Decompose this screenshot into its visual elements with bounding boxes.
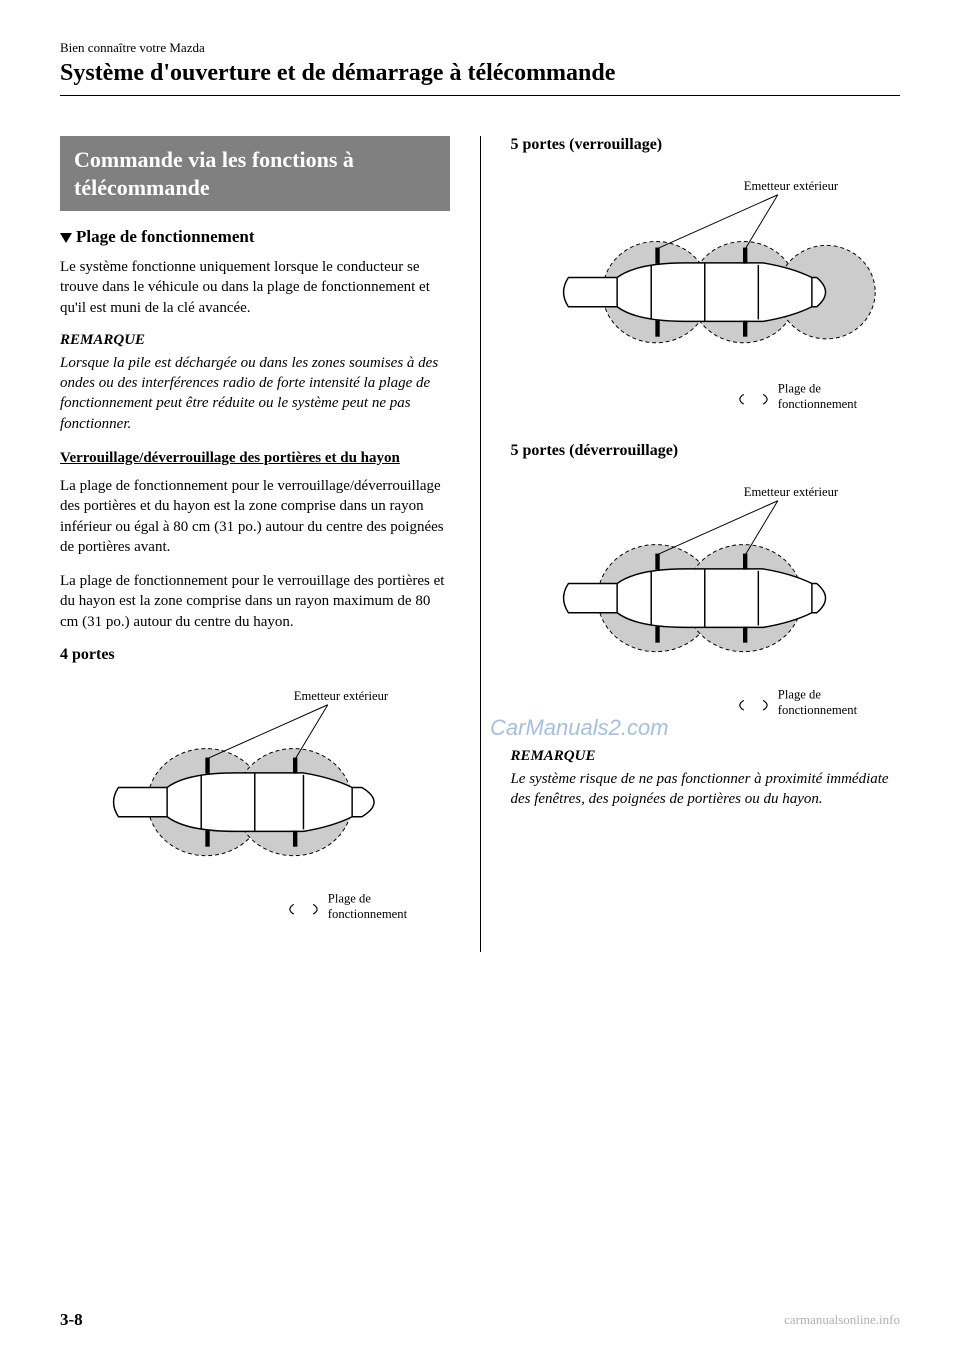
svg-text:fonctionnement: fonctionnement xyxy=(778,703,858,717)
label-4-portes: 4 portes xyxy=(60,646,450,664)
left-column: Commande via les fonctions à télécommand… xyxy=(60,136,450,952)
svg-text:Emetteur extérieur: Emetteur extérieur xyxy=(744,485,839,499)
diagram-4-portes: Emetteur extérieur Plage de fonctionneme… xyxy=(60,672,450,942)
header-large: Système d'ouverture et de démarrage à té… xyxy=(60,60,900,87)
footer-url: carmanualsonline.info xyxy=(784,1312,900,1328)
paragraph-3: La plage de fonctionnement pour le verro… xyxy=(60,571,450,632)
subheading-range: Plage de fonctionnement xyxy=(60,227,450,247)
svg-text:Emetteur extérieur: Emetteur extérieur xyxy=(294,689,389,703)
header-rule xyxy=(60,95,900,96)
underline-heading: Verrouillage/déverrouillage des portière… xyxy=(60,448,450,468)
svg-text:Plage de: Plage de xyxy=(328,891,372,905)
label-5-portes-unlock: 5 portes (déverrouillage) xyxy=(510,442,900,460)
remarque-body-1: Lorsque la pile est déchargée ou dans le… xyxy=(60,353,450,434)
header-small: Bien connaître votre Mazda xyxy=(60,40,900,56)
page-number: 3-8 xyxy=(60,1310,83,1330)
triangle-icon xyxy=(60,233,72,243)
column-divider xyxy=(480,136,481,952)
paragraph-2: La plage de fonctionnement pour le verro… xyxy=(60,476,450,557)
right-column: 5 portes (verrouillage) xyxy=(510,136,900,952)
remarque-body-2: Le système risque de ne pas fonctionner … xyxy=(510,769,900,810)
paragraph-1: Le système fonctionne uniquement lorsque… xyxy=(60,257,450,318)
svg-text:Emetteur extérieur: Emetteur extérieur xyxy=(744,179,839,193)
footer: 3-8 carmanualsonline.info xyxy=(60,1310,900,1330)
subheading-range-text: Plage de fonctionnement xyxy=(76,227,254,246)
content-columns: Commande via les fonctions à télécommand… xyxy=(60,136,900,952)
svg-text:fonctionnement: fonctionnement xyxy=(778,397,858,411)
label-5-portes-lock: 5 portes (verrouillage) xyxy=(510,136,900,154)
diagram-5-portes-unlock: Emetteur extérieur Plage de fonctionneme… xyxy=(510,468,900,738)
svg-text:fonctionnement: fonctionnement xyxy=(328,907,408,921)
section-title-box: Commande via les fonctions à télécommand… xyxy=(60,136,450,211)
svg-text:Plage de: Plage de xyxy=(778,687,822,701)
remarque-heading-1: REMARQUE xyxy=(60,332,450,349)
diagram-5-portes-lock: Emetteur extérieur Plage de fonctionneme… xyxy=(510,162,900,432)
svg-text:Plage de: Plage de xyxy=(778,381,822,395)
section-title-text: Commande via les fonctions à télécommand… xyxy=(74,146,436,201)
remarque-heading-2: REMARQUE xyxy=(510,748,900,765)
